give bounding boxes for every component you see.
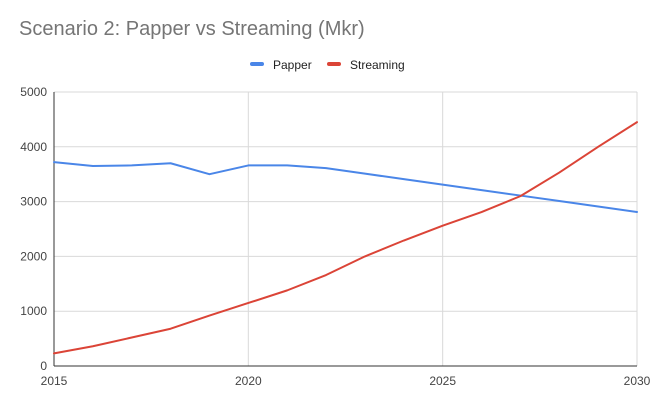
y-tick-label: 4000: [20, 140, 47, 154]
x-tick-label: 2025: [429, 374, 456, 388]
y-tick-label: 0: [40, 359, 47, 373]
legend-label-papper: Papper: [273, 58, 312, 72]
legend: Papper Streaming: [250, 58, 405, 72]
grid: [54, 91, 638, 366]
series-line-streaming: [53, 121, 638, 355]
series-line-papper: [53, 161, 638, 214]
y-tick-label: 2000: [20, 249, 47, 263]
legend-swatch-papper: [250, 62, 264, 66]
x-tick-label: 2020: [235, 374, 262, 388]
y-tick-label: 5000: [20, 85, 47, 99]
x-tick-label: 2015: [41, 374, 68, 388]
series: [53, 121, 638, 355]
y-tick-label: 3000: [20, 195, 47, 209]
legend-swatch-streaming: [327, 62, 341, 66]
chart-title: Scenario 2: Papper vs Streaming (Mkr): [19, 18, 365, 40]
axes: 0 1000 2000 3000 4000 5000 2015 2020 2025 2030: [20, 85, 650, 388]
y-tick-label: 1000: [20, 304, 47, 318]
legend-label-streaming: Streaming: [350, 58, 405, 72]
x-tick-label: 2030: [624, 374, 651, 388]
